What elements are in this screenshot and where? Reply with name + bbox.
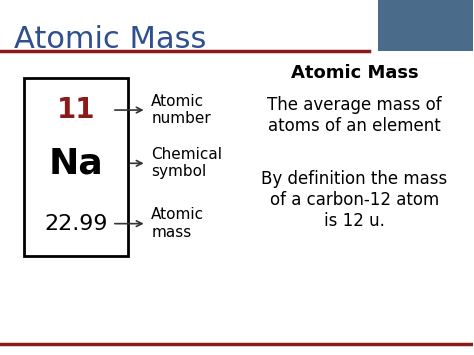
Text: The average mass of
atoms of an element: The average mass of atoms of an element — [267, 96, 442, 135]
Text: Atomic
mass: Atomic mass — [151, 207, 204, 240]
Text: Atomic
number: Atomic number — [151, 94, 211, 126]
Text: Na: Na — [48, 146, 103, 180]
Text: Chemical
symbol: Chemical symbol — [151, 147, 222, 180]
FancyBboxPatch shape — [24, 78, 128, 256]
Text: 22.99: 22.99 — [44, 214, 108, 234]
Text: By definition the mass
of a carbon-12 atom
is 12 u.: By definition the mass of a carbon-12 at… — [261, 170, 447, 230]
Text: Atomic Mass: Atomic Mass — [291, 64, 419, 82]
FancyBboxPatch shape — [378, 0, 473, 51]
Text: 11: 11 — [56, 96, 95, 124]
Text: Atomic Mass: Atomic Mass — [14, 25, 207, 54]
